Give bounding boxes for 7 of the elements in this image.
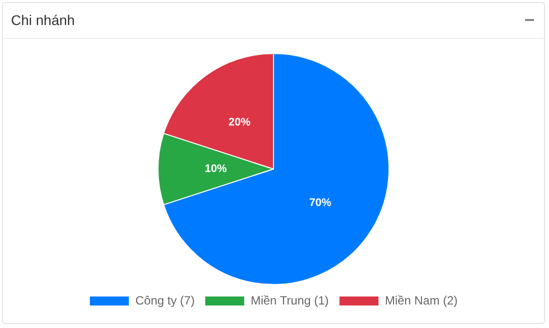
- legend-label: Miền Trung (1): [250, 293, 329, 308]
- data-label: 70%: [309, 196, 332, 209]
- legend-label: Miền Nam (2): [384, 293, 458, 308]
- legend-label: Công ty (7): [135, 293, 195, 308]
- data-label: 10%: [204, 163, 227, 176]
- data-label: 20%: [228, 116, 251, 128]
- chart-title: Chi nhánh: [11, 12, 75, 28]
